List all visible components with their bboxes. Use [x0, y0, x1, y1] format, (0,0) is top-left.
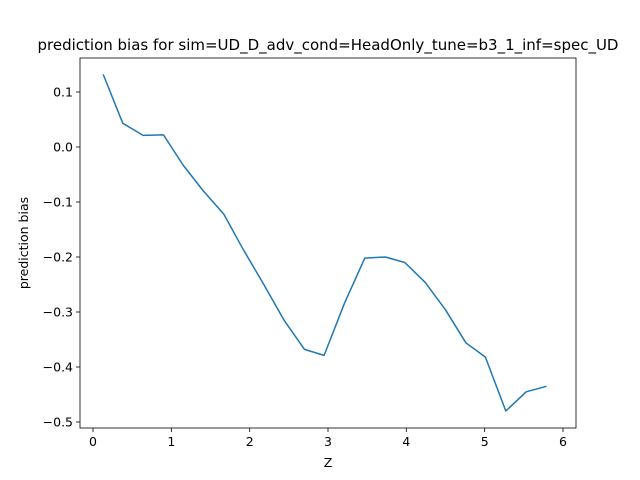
- plot-area-frame: [79, 57, 577, 429]
- y-tick-label: −0.2: [43, 250, 73, 265]
- y-tick-label: −0.3: [43, 305, 73, 320]
- x-axis-label: Z: [324, 455, 333, 470]
- x-tick-label: 6: [559, 434, 567, 449]
- chart-title: prediction bias for sim=UD_D_adv_cond=He…: [38, 36, 619, 55]
- y-axis-label: prediction bias: [16, 197, 31, 289]
- x-tick-label: 2: [246, 434, 254, 449]
- x-tick-label: 4: [402, 434, 410, 449]
- x-tick-label: 0: [89, 434, 97, 449]
- y-tick-label: −0.5: [43, 415, 73, 430]
- x-tick-label: 3: [324, 434, 332, 449]
- y-tick-label: 0.0: [53, 140, 73, 155]
- y-tick-label: 0.1: [53, 85, 73, 100]
- x-tick-label: 1: [167, 434, 175, 449]
- x-tick-label: 5: [481, 434, 489, 449]
- y-tick-label: −0.1: [43, 195, 73, 210]
- y-tick-label: −0.4: [43, 360, 73, 375]
- series-line: [102, 74, 547, 412]
